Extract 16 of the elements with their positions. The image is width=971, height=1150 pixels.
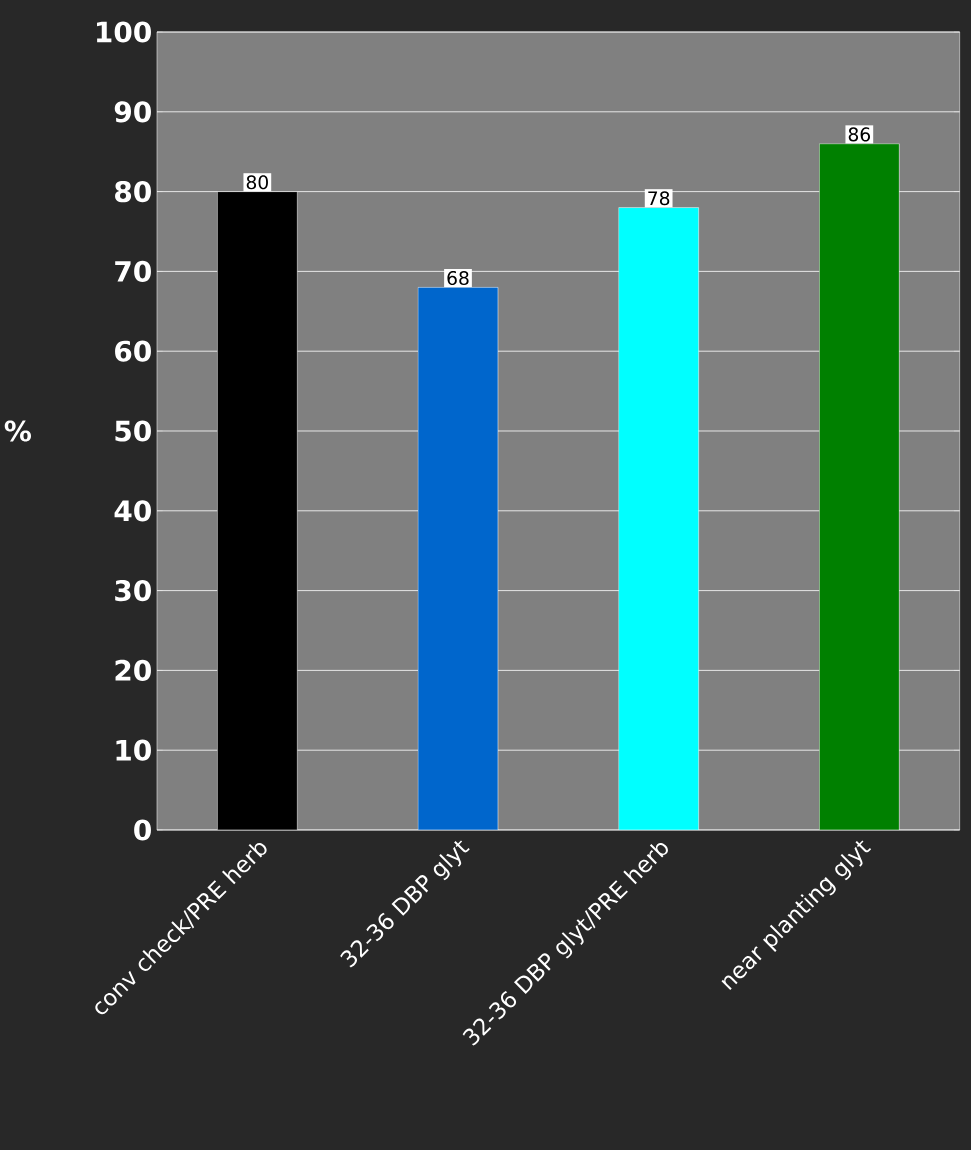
y-tick-label: 30: [115, 580, 151, 602]
data-label: 80: [246, 175, 268, 190]
data-label: 86: [848, 127, 871, 142]
y-axis-title: %: [4, 420, 31, 442]
y-tick-label: 80: [115, 181, 151, 203]
y-tick-label: 60: [115, 340, 151, 362]
y-tick-label: 20: [115, 659, 151, 681]
y-tick-label: 50: [115, 420, 151, 442]
y-tick-label: 0: [134, 819, 151, 841]
y-tick-label: 100: [97, 21, 151, 43]
y-tick-label: 10: [116, 739, 151, 761]
y-tick-label: 40: [114, 500, 151, 522]
data-label: 78: [648, 191, 670, 206]
data-label: 68: [447, 270, 469, 286]
y-tick-label: 90: [114, 101, 151, 123]
y-tick-label: 70: [115, 260, 151, 282]
